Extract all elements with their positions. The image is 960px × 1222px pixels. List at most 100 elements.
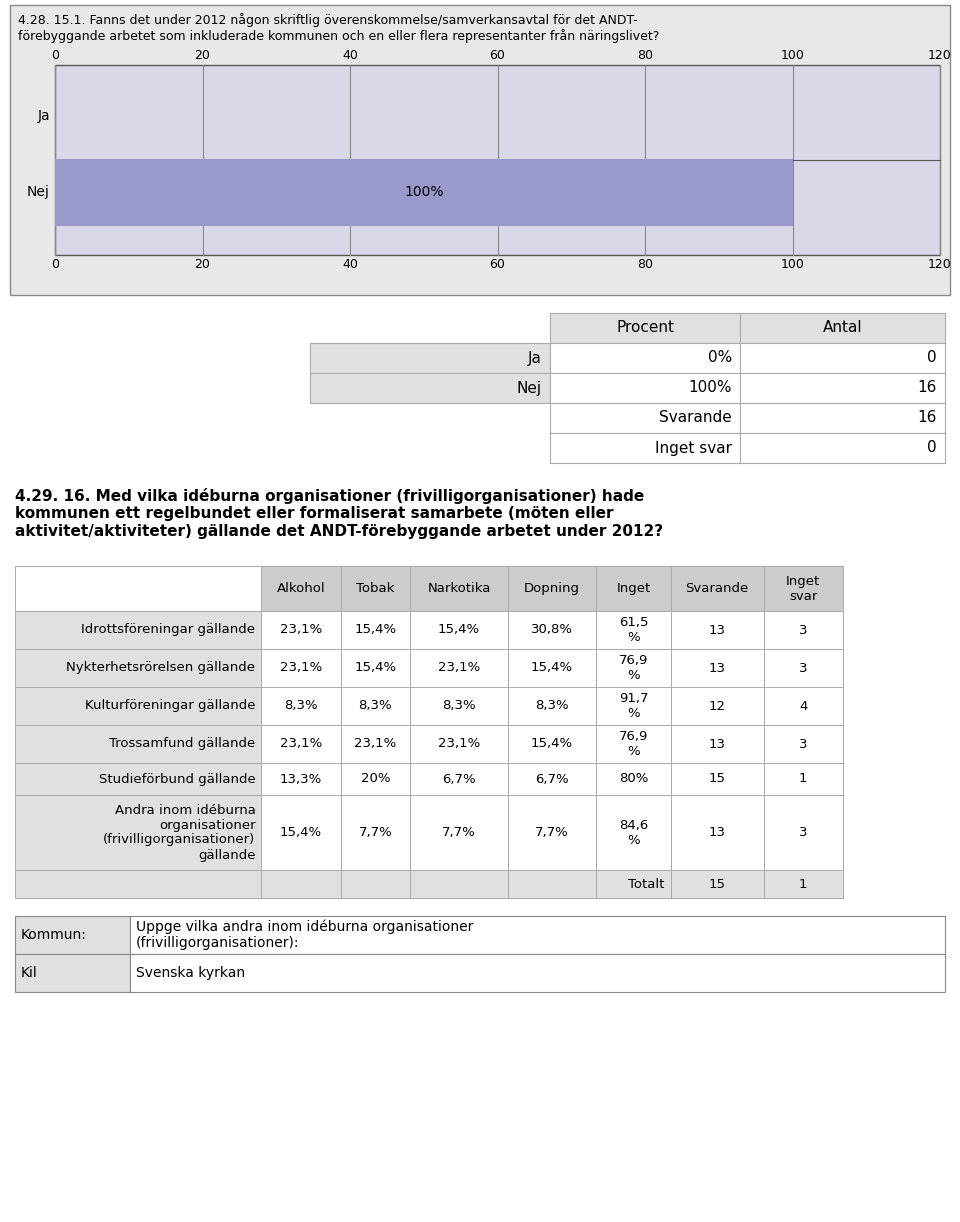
- Bar: [763, 611, 843, 649]
- Bar: [508, 796, 596, 870]
- Text: Inget svar: Inget svar: [655, 440, 732, 456]
- Bar: [261, 566, 341, 611]
- Text: 100%: 100%: [404, 186, 444, 199]
- Text: 0: 0: [927, 351, 937, 365]
- Text: 4: 4: [799, 699, 807, 712]
- Text: 23,1%: 23,1%: [280, 661, 323, 675]
- Bar: [15, 763, 261, 796]
- Bar: [671, 649, 763, 687]
- Text: Kommun:: Kommun:: [21, 927, 86, 942]
- Bar: [410, 687, 508, 725]
- Bar: [410, 725, 508, 763]
- Bar: [550, 433, 740, 463]
- Text: 20%: 20%: [361, 772, 390, 786]
- Bar: [15, 649, 261, 687]
- Text: 7,7%: 7,7%: [358, 826, 393, 840]
- Bar: [310, 373, 550, 403]
- Text: Svenska kyrkan: Svenska kyrkan: [136, 967, 245, 980]
- Bar: [740, 343, 945, 373]
- Bar: [740, 433, 945, 463]
- Text: 8,3%: 8,3%: [284, 699, 318, 712]
- Bar: [740, 313, 945, 343]
- Text: 15: 15: [708, 772, 726, 786]
- Bar: [671, 870, 763, 898]
- Text: 3: 3: [799, 738, 807, 750]
- Text: 7,7%: 7,7%: [536, 826, 569, 840]
- Bar: [341, 649, 410, 687]
- Bar: [15, 916, 130, 954]
- Text: 4.28. 15.1. Fanns det under 2012 någon skriftlig överenskommelse/samverkansavtal: 4.28. 15.1. Fanns det under 2012 någon s…: [18, 13, 660, 43]
- Bar: [261, 687, 341, 725]
- Bar: [550, 313, 740, 343]
- Bar: [763, 870, 843, 898]
- Text: 60: 60: [490, 49, 505, 62]
- Bar: [763, 796, 843, 870]
- Text: Totalt: Totalt: [628, 877, 664, 891]
- Text: 100: 100: [780, 258, 804, 271]
- Bar: [410, 566, 508, 611]
- Text: Trossamfund gällande: Trossamfund gällande: [109, 738, 255, 750]
- Bar: [550, 403, 740, 433]
- Bar: [740, 373, 945, 403]
- Text: 15,4%: 15,4%: [438, 623, 480, 637]
- Text: 15,4%: 15,4%: [354, 661, 396, 675]
- Bar: [763, 566, 843, 611]
- Bar: [596, 763, 671, 796]
- Bar: [671, 725, 763, 763]
- Bar: [671, 796, 763, 870]
- Text: Ja: Ja: [528, 351, 542, 365]
- Text: 6,7%: 6,7%: [536, 772, 569, 786]
- Text: 6,7%: 6,7%: [443, 772, 476, 786]
- Bar: [763, 649, 843, 687]
- Bar: [341, 687, 410, 725]
- Text: 8,3%: 8,3%: [359, 699, 393, 712]
- Text: Procent: Procent: [616, 320, 674, 336]
- Bar: [763, 687, 843, 725]
- Text: 80: 80: [637, 258, 653, 271]
- Text: Ja: Ja: [37, 109, 50, 123]
- Bar: [130, 954, 945, 992]
- Bar: [740, 403, 945, 433]
- Bar: [410, 796, 508, 870]
- Bar: [15, 870, 261, 898]
- Bar: [508, 611, 596, 649]
- Text: 3: 3: [799, 623, 807, 637]
- Text: 23,1%: 23,1%: [438, 738, 480, 750]
- Bar: [596, 870, 671, 898]
- Text: 100: 100: [780, 49, 804, 62]
- Text: 8,3%: 8,3%: [536, 699, 569, 712]
- Bar: [671, 763, 763, 796]
- Text: 120: 120: [928, 258, 952, 271]
- Text: 20: 20: [195, 258, 210, 271]
- Bar: [763, 763, 843, 796]
- Bar: [508, 763, 596, 796]
- Text: 120: 120: [928, 49, 952, 62]
- Bar: [261, 611, 341, 649]
- Text: 15,4%: 15,4%: [531, 661, 573, 675]
- Bar: [261, 763, 341, 796]
- Bar: [410, 870, 508, 898]
- Text: 1: 1: [799, 772, 807, 786]
- Text: 1: 1: [799, 877, 807, 891]
- Text: 0: 0: [51, 258, 59, 271]
- Text: 3: 3: [799, 826, 807, 840]
- Text: 61,5
%: 61,5 %: [618, 616, 648, 644]
- Bar: [341, 796, 410, 870]
- Text: Nej: Nej: [27, 186, 50, 199]
- Bar: [508, 725, 596, 763]
- Text: Alkohol: Alkohol: [276, 582, 325, 595]
- Bar: [596, 649, 671, 687]
- Bar: [550, 373, 740, 403]
- Bar: [130, 916, 945, 954]
- Bar: [763, 725, 843, 763]
- Text: 16: 16: [918, 380, 937, 396]
- Bar: [508, 687, 596, 725]
- Bar: [508, 566, 596, 611]
- Text: Svarande: Svarande: [660, 411, 732, 425]
- Text: 15,4%: 15,4%: [531, 738, 573, 750]
- Text: 13: 13: [708, 661, 726, 675]
- Text: 0: 0: [927, 440, 937, 456]
- Bar: [671, 687, 763, 725]
- Bar: [15, 725, 261, 763]
- Text: Studieförbund gällande: Studieförbund gällande: [99, 772, 255, 786]
